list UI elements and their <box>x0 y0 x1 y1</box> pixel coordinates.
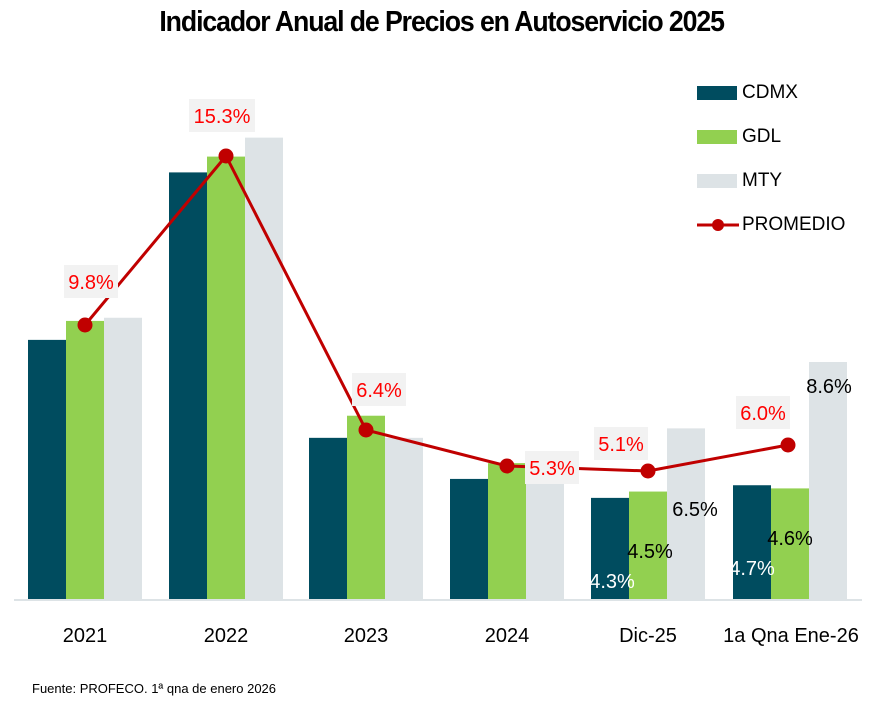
bar-cdmx <box>450 478 488 599</box>
promedio-label: 6.0% <box>740 403 786 425</box>
bar-gdl <box>488 463 526 599</box>
bar-cdmx <box>591 497 629 599</box>
promedio-marker <box>218 148 234 164</box>
bar-mty <box>245 137 283 599</box>
promedio-label: 5.3% <box>529 458 575 480</box>
promedio-marker <box>77 317 93 333</box>
promedio-label: 6.4% <box>356 380 402 402</box>
promedio-line <box>83 153 789 473</box>
bar-label-mty: 6.5% <box>672 499 718 521</box>
legend-label: GDL <box>742 126 782 147</box>
bar-cdmx <box>28 339 66 599</box>
bar-gdl <box>629 491 667 599</box>
promedio-label-box <box>352 373 406 406</box>
legend-label: PROMEDIO <box>742 214 846 235</box>
x-tick-label: 1a Qna Ene-26 <box>723 625 859 647</box>
promedio-marker <box>358 422 374 438</box>
promedio-label-box <box>525 451 579 484</box>
legend-item-cdmx: CDMX <box>697 82 798 104</box>
promedio-label-box <box>64 265 118 298</box>
x-tick-label: 2022 <box>204 625 249 647</box>
promedio-label: 5.1% <box>598 434 644 456</box>
chart-title: Indicador Anual de Precios en Autoservic… <box>159 6 725 38</box>
legend-label: CDMX <box>742 82 798 103</box>
promedio-label-box <box>189 99 255 132</box>
bar-mty <box>809 362 847 599</box>
promedio-marker <box>780 437 796 453</box>
legend-swatch <box>697 130 737 144</box>
bar-label-gdl: 4.6% <box>767 528 813 550</box>
bar-mty <box>104 317 142 599</box>
promedio-marker <box>640 463 656 479</box>
legend-label: MTY <box>742 170 783 191</box>
bar-label-mty: 8.6% <box>806 376 852 398</box>
bar-mty <box>667 428 705 599</box>
x-tick-label: 2021 <box>63 625 108 647</box>
x-tick-label: 2024 <box>485 625 530 647</box>
bar-cdmx <box>169 172 207 599</box>
bar-gdl <box>207 156 245 599</box>
bar-gdl <box>347 415 385 599</box>
legend-item-promedio: PROMEDIO <box>697 214 845 236</box>
promedio-label-box <box>736 396 790 429</box>
x-tick-label: 2023 <box>344 625 389 647</box>
bar-mty <box>526 463 564 599</box>
bar-cdmx <box>733 485 771 599</box>
bar-label-cdmx: 4.3% <box>589 571 635 593</box>
bar-gdl <box>66 320 104 599</box>
bar-label-cdmx: 4.7% <box>729 558 775 580</box>
legend-swatch <box>697 174 737 188</box>
legend-swatch <box>697 219 739 231</box>
promedio-marker <box>499 458 515 474</box>
legend-swatch <box>697 86 737 100</box>
x-tick-label: Dic-25 <box>619 625 677 647</box>
bar-gdl <box>771 488 809 599</box>
bar-cdmx <box>309 437 347 599</box>
bar-label-gdl: 4.5% <box>627 541 673 563</box>
source-note: Fuente: PROFECO. 1ª qna de enero 2026 <box>32 681 277 696</box>
legend-item-mty: MTY <box>697 170 782 192</box>
promedio-label: 15.3% <box>194 106 251 128</box>
legend-item-gdl: GDL <box>697 126 781 148</box>
bar-mty <box>385 437 423 599</box>
promedio-label-box <box>594 427 648 460</box>
promedio-label: 9.8% <box>68 272 114 294</box>
